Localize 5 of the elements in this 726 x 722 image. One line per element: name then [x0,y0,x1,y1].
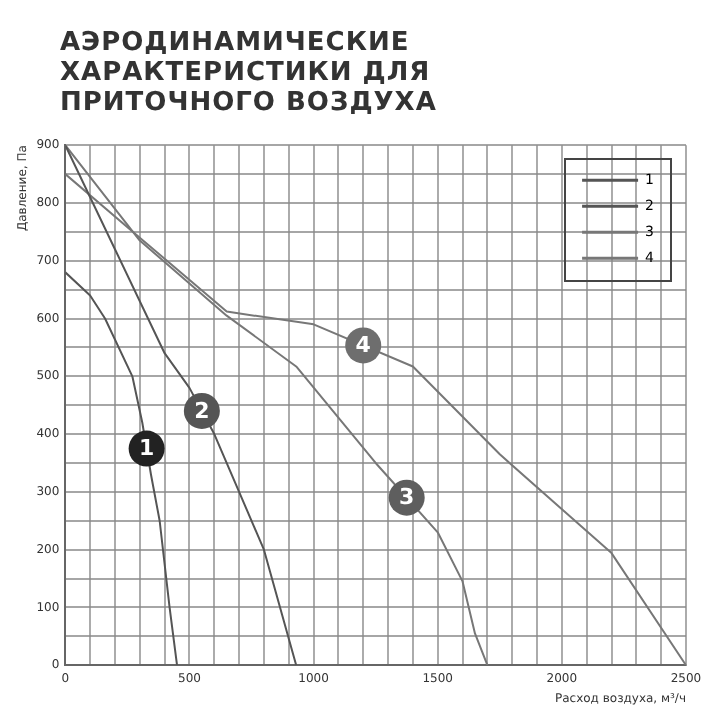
chart-title: АЭРОДИНАМИЧЕСКИЕ ХАРАКТЕРИСТИКИ ДЛЯ ПРИТОЧНОГО ВОЗДУХА [58,28,439,118]
text: 4 [355,332,371,359]
text: 1 [138,435,155,462]
text: 2 [194,397,210,424]
text: 3 [399,484,415,511]
